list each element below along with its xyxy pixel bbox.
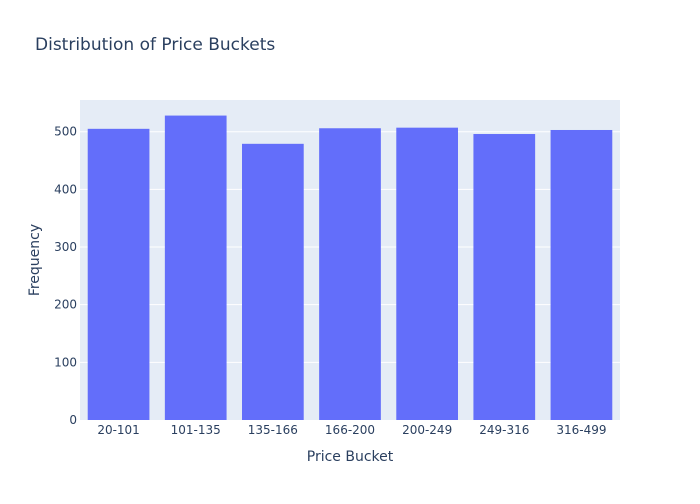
x-tick-label: 135-166 <box>248 423 298 437</box>
y-tick-label: 100 <box>54 355 77 369</box>
y-tick-label: 200 <box>54 298 77 312</box>
x-tick-label: 249-316 <box>479 423 529 437</box>
x-tick-label: 166-200 <box>325 423 375 437</box>
x-axis-ticks: 20-101 101-135 135-166 166-200 200-249 249-31… <box>97 423 606 437</box>
bar-101-135[interactable] <box>164 115 227 420</box>
x-tick-label: 101-135 <box>171 423 221 437</box>
y-tick-label: 0 <box>69 413 77 427</box>
y-tick-label: 300 <box>54 240 77 254</box>
bar-166-200[interactable] <box>319 128 381 420</box>
y-axis-title: Frequency <box>27 224 43 296</box>
bar-135-166[interactable] <box>242 143 304 420</box>
x-axis-title: Price Bucket <box>307 449 394 465</box>
bars <box>87 115 613 421</box>
bar-249-316[interactable] <box>473 134 536 421</box>
x-tick-label: 200-249 <box>402 423 452 437</box>
bar-200-249[interactable] <box>396 127 458 421</box>
bar-316-499[interactable] <box>550 129 613 420</box>
y-axis-ticks: 0 100 200 300 400 500 <box>54 125 77 427</box>
x-tick-label: 20-101 <box>97 423 140 437</box>
x-tick-label: 316-499 <box>556 423 606 437</box>
y-tick-label: 400 <box>54 182 77 196</box>
bar-20-101[interactable] <box>87 128 150 420</box>
chart-title: Distribution of Price Buckets <box>35 35 275 55</box>
y-tick-label: 500 <box>54 125 77 139</box>
